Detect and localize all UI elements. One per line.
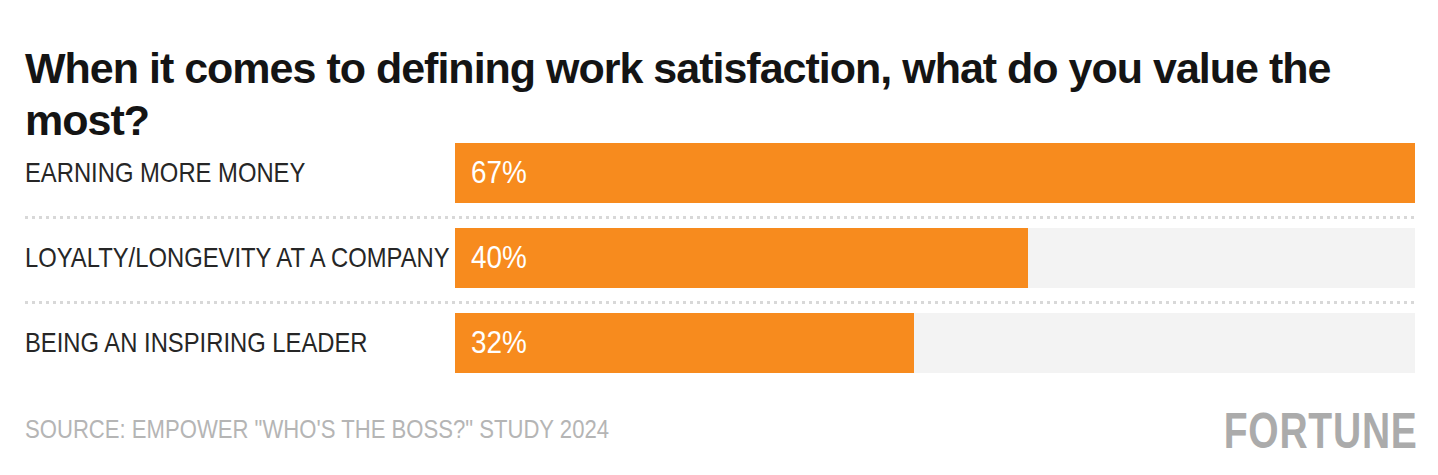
category-label-text: EARNING MORE MONEY	[25, 157, 305, 189]
category-label-loyalty-longevity: LOYALTY/LONGEVITY AT A COMPANY	[25, 228, 455, 288]
value-label: 32%	[471, 325, 527, 361]
bar-row-inspiring-leader: BEING AN INSPIRING LEADER 32%	[25, 313, 1415, 373]
dotted-separator	[25, 301, 1415, 304]
bar-track: 67%	[455, 143, 1415, 203]
dotted-separator	[25, 216, 1415, 219]
category-label-text: BEING AN INSPIRING LEADER	[25, 327, 368, 359]
bar-loyalty-longevity: 40%	[455, 228, 1028, 288]
fortune-logo: FORTUNE	[1224, 402, 1418, 460]
bar-inspiring-leader: 32%	[455, 313, 914, 373]
bar-track: 32%	[455, 313, 1415, 373]
source-text: SOURCE: EMPOWER "WHO'S THE BOSS?" STUDY …	[25, 414, 609, 445]
chart-canvas: When it comes to defining work satisfact…	[0, 0, 1438, 475]
source-attribution: SOURCE: EMPOWER "WHO'S THE BOSS?" STUDY …	[25, 414, 712, 445]
value-label: 40%	[471, 240, 527, 276]
category-label-text: LOYALTY/LONGEVITY AT A COMPANY	[25, 242, 450, 274]
category-label-earning-more-money: EARNING MORE MONEY	[25, 143, 455, 203]
category-label-inspiring-leader: BEING AN INSPIRING LEADER	[25, 313, 455, 373]
bar-row-earning-more-money: EARNING MORE MONEY 67%	[25, 143, 1415, 203]
bar-chart: EARNING MORE MONEY 67% LOYALTY/LONGEVITY…	[25, 143, 1415, 373]
bar-row-loyalty-longevity: LOYALTY/LONGEVITY AT A COMPANY 40%	[25, 228, 1415, 288]
bar-earning-more-money: 67%	[455, 143, 1415, 203]
chart-title: When it comes to defining work satisfact…	[25, 42, 1365, 146]
bar-track: 40%	[455, 228, 1415, 288]
value-label: 67%	[471, 155, 527, 191]
